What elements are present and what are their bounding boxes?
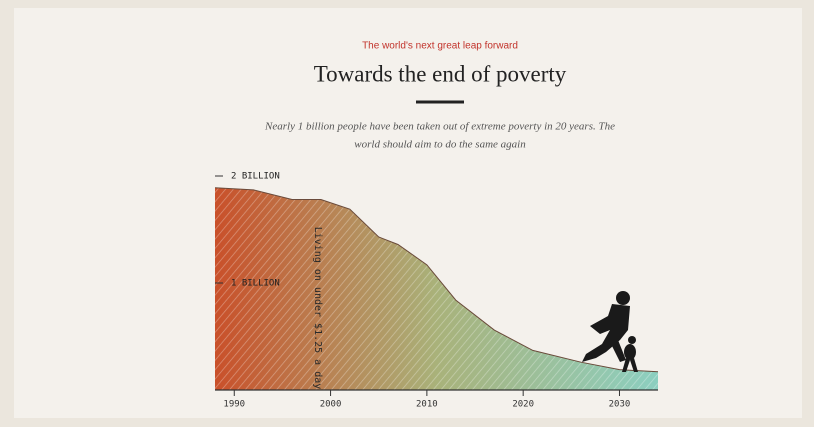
x-tick-label: 2030 — [609, 400, 631, 410]
x-tick-label: 2000 — [320, 400, 342, 410]
chart-title: Towards the end of poverty — [314, 61, 567, 86]
annotation: Living on under $1.25 a day — [312, 227, 323, 390]
y-tick-label: 1 BILLION — [231, 279, 280, 289]
x-tick-label: 2010 — [416, 400, 438, 410]
x-tick-label: 1990 — [223, 400, 245, 410]
y-tick-label: 2 BILLION — [231, 172, 280, 182]
kicker: The world's next great leap forward — [362, 41, 518, 52]
x-tick-label: 2020 — [512, 400, 534, 410]
chart: The world's next great leap forward Towa… — [0, 0, 814, 427]
subtitle: world should aim to do the same again — [354, 139, 526, 151]
subtitle: Nearly 1 billion people have been taken … — [264, 121, 615, 133]
